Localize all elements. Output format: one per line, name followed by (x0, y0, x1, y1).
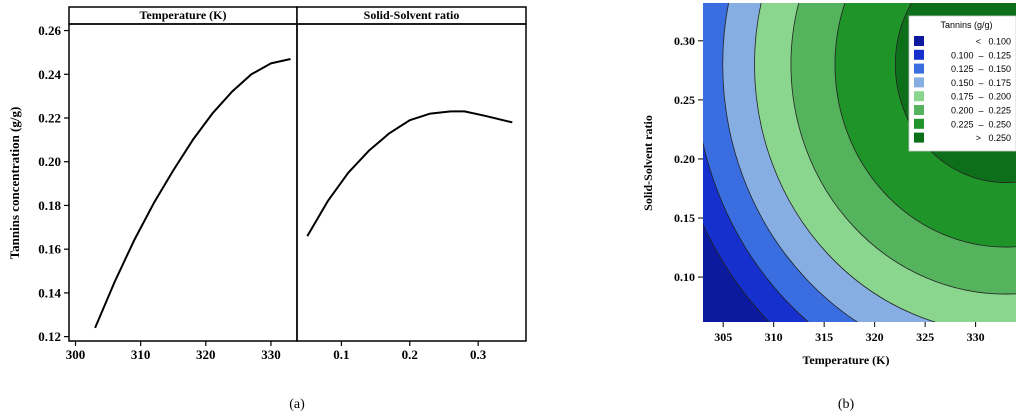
y-tick-label: 0.22 (38, 111, 61, 126)
facet-title: Solid-Solvent ratio (364, 8, 460, 22)
y-tick-label: 0.18 (38, 198, 61, 213)
legend-label: 0.100 – 0.125 (951, 50, 1011, 60)
y-tick-label: 0.25 (674, 93, 695, 107)
legend-swatch (914, 91, 924, 102)
x-tick-label: 305 (714, 330, 732, 344)
facet-frame (68, 23, 298, 342)
y-tick-label: 0.12 (38, 329, 61, 344)
panel-label: (a) (289, 397, 305, 412)
x-tick-label: 310 (131, 347, 151, 362)
legend-swatch (914, 49, 924, 60)
y-tick-label: 0.20 (38, 154, 61, 169)
y-axis-title: Solid-Solvent ratio (641, 115, 655, 211)
series-line (94, 58, 291, 329)
legend-swatch (914, 118, 924, 129)
y-tick-label: 0.10 (674, 270, 695, 284)
x-tick-label: 325 (916, 330, 934, 344)
x-tick-label: 330 (261, 347, 281, 362)
x-tick-label: 330 (967, 330, 985, 344)
legend-title: Tannins (g/g) (940, 20, 992, 30)
legend-swatch (914, 132, 924, 143)
x-tick-label: 0.3 (470, 347, 487, 362)
legend-swatch (914, 63, 924, 74)
x-tick-label: 310 (765, 330, 783, 344)
x-tick-label: 320 (196, 347, 216, 362)
legend-box (908, 15, 1016, 152)
legend-label: < 0.100 (976, 37, 1011, 47)
y-axis-title: Tannins concentration (g/g) (7, 107, 22, 260)
legend-label: 0.150 – 0.175 (951, 78, 1011, 88)
legend-label: 0.125 – 0.150 (951, 64, 1011, 74)
y-tick-label: 0.16 (38, 242, 61, 257)
x-axis-title: Temperature (K) (803, 353, 890, 367)
panel-b: Tannins (g/g) < 0.100 0.100 – 0.125 0.125 –… (641, 3, 1016, 412)
x-tick-label: 0.1 (333, 347, 349, 362)
x-tick-label: 315 (815, 330, 833, 344)
legend-label: > 0.250 (976, 133, 1011, 143)
x-tick-label: 320 (866, 330, 884, 344)
y-tick-label: 0.14 (38, 285, 61, 300)
y-tick-label: 0.15 (674, 211, 695, 225)
legend-label: 0.225 – 0.250 (951, 119, 1011, 129)
legend-label: 0.200 – 0.225 (951, 106, 1011, 116)
facet-title: Temperature (K) (140, 8, 227, 22)
y-tick-label: 0.20 (674, 152, 695, 166)
x-tick-label: 0.2 (402, 347, 418, 362)
panel-a: Temperature (K) 300 310 320 330 Solid-Solvent… (7, 6, 527, 412)
y-tick-label: 0.30 (674, 34, 695, 48)
facet-1: Temperature (K) 300 310 320 330 (66, 6, 298, 362)
y-tick-label: 0.24 (38, 67, 61, 82)
facet-2: Solid-Solvent ratio 0.1 0.2 0.3 (296, 6, 527, 362)
x-tick-label: 300 (66, 347, 86, 362)
panel-label: (b) (838, 397, 855, 412)
legend-label: 0.175 – 0.200 (951, 92, 1011, 102)
legend-swatch (914, 77, 924, 88)
legend: Tannins (g/g) < 0.100 0.100 – 0.125 0.125 –… (908, 15, 1016, 152)
facet-frame (296, 23, 527, 342)
legend-swatch (914, 105, 924, 115)
y-tick-label: 0.26 (38, 23, 61, 38)
legend-swatch (914, 36, 924, 46)
series-line (306, 110, 513, 237)
